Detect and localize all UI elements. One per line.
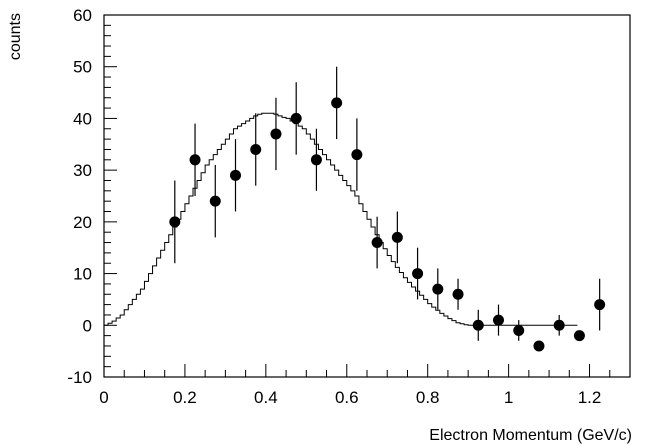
data-point — [452, 288, 464, 300]
y-tick-label: 20 — [73, 213, 92, 232]
x-tick-label: 0.6 — [335, 388, 359, 407]
x-tick-label: 0.2 — [173, 388, 197, 407]
data-point — [250, 143, 262, 155]
axis-ticks-layer — [103, 14, 631, 378]
data-point — [209, 195, 221, 207]
data-point — [391, 231, 403, 243]
x-tick-label: 1.2 — [578, 388, 602, 407]
y-tick-label: 50 — [73, 58, 92, 77]
data-point — [169, 216, 181, 228]
y-tick-label: 30 — [73, 161, 92, 180]
x-axis-title: Electron Momentum (GeV/c) — [429, 427, 632, 444]
data-point — [533, 340, 545, 352]
data-point — [230, 169, 241, 181]
y-tick-label: 60 — [73, 6, 92, 25]
y-tick-label: 10 — [73, 265, 92, 284]
data-point — [189, 154, 201, 166]
x-tick-label: 0 — [99, 388, 108, 407]
y-tick-label: 0 — [83, 316, 92, 335]
x-tick-label: 0.8 — [416, 388, 440, 407]
data-point — [270, 128, 282, 140]
x-tick-label: 1 — [504, 388, 513, 407]
data-point — [310, 154, 322, 166]
data-point — [351, 149, 363, 161]
y-tick-labels: -10 0 10 20 30 40 50 60 — [67, 6, 92, 387]
y-tick-label: -10 — [67, 368, 92, 387]
data-point — [553, 319, 565, 331]
y-tick-label: 40 — [73, 109, 92, 128]
data-point — [290, 112, 302, 124]
x-tick-label: 0.4 — [254, 388, 278, 407]
data-point — [594, 299, 606, 311]
plot-frame — [103, 14, 631, 378]
data-point — [493, 314, 504, 326]
y-axis-title: counts — [7, 13, 24, 60]
data-point — [513, 324, 525, 336]
x-tick-labels: 0 0.2 0.4 0.6 0.8 1 1.2 — [99, 388, 601, 407]
data-points-layer — [169, 66, 606, 352]
data-point — [412, 268, 424, 280]
data-point — [371, 237, 383, 249]
data-point — [331, 97, 343, 109]
data-point — [573, 330, 585, 342]
data-point — [472, 319, 484, 331]
data-point — [432, 283, 444, 295]
